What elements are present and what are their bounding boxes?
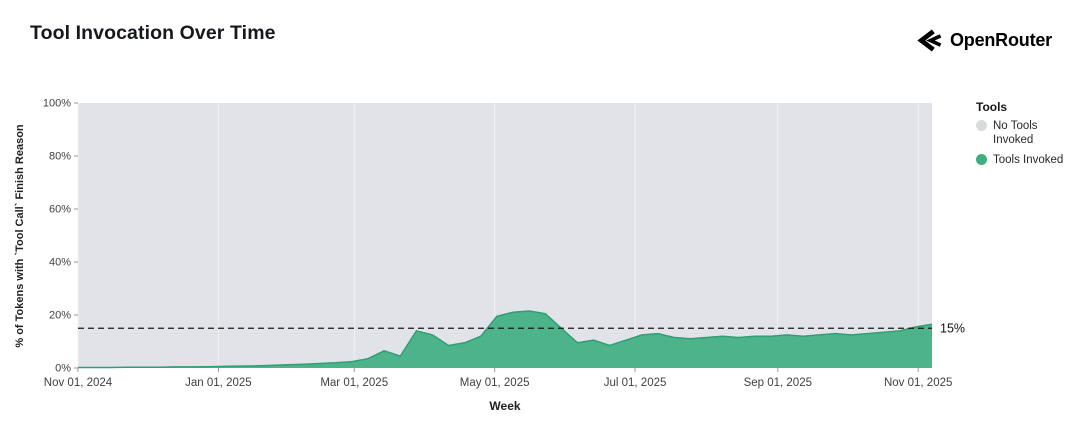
x-tick-label: Mar 01, 2025 [320,377,388,389]
legend: Tools No Tools Invoked Tools Invoked [976,100,1076,167]
page-title: Tool Invocation Over Time [30,22,276,44]
tools-invoked-line [78,310,933,369]
x-tick-label: Jul 01, 2025 [604,377,667,389]
x-tick-label: Nov 01, 2025 [884,377,952,389]
legend-item-tools: Tools Invoked [976,153,1076,167]
no-tools-swatch-icon [976,120,987,131]
x-tick-label: May 01, 2025 [460,377,530,389]
legend-label-tools: Tools Invoked [993,153,1064,166]
reference-line-label: 15% [940,321,965,335]
y-tick-label: 100% [43,98,71,110]
y-tick-label: 80% [49,151,71,163]
y-tick-label: 20% [49,310,71,322]
x-tick-label: Nov 01, 2024 [44,377,113,389]
area-chart: 15% 0% 20% 40% 60% 80% 100% Nov 01, 2024 Jan 01,… [43,98,965,390]
y-tick-label: 0% [55,363,71,375]
x-axis-label: Week [489,399,521,413]
x-tick-label: Jan 01, 2025 [185,377,252,389]
legend-item-no-tools: No Tools Invoked [976,119,1076,148]
brand-name: OpenRouter [949,30,1052,50]
tools-invoked-area [78,311,932,368]
tools-swatch-icon [976,153,987,165]
openrouter-logo-icon [917,28,942,53]
y-tick-label: 60% [49,204,71,216]
openrouter-brand: OpenRouter [917,28,1052,53]
legend-title: Tools [976,100,1008,114]
legend-label-no-tools: No Tools Invoked [993,120,1038,147]
y-tick-label: 40% [49,257,71,269]
x-tick-label: Sep 01, 2025 [744,377,812,389]
